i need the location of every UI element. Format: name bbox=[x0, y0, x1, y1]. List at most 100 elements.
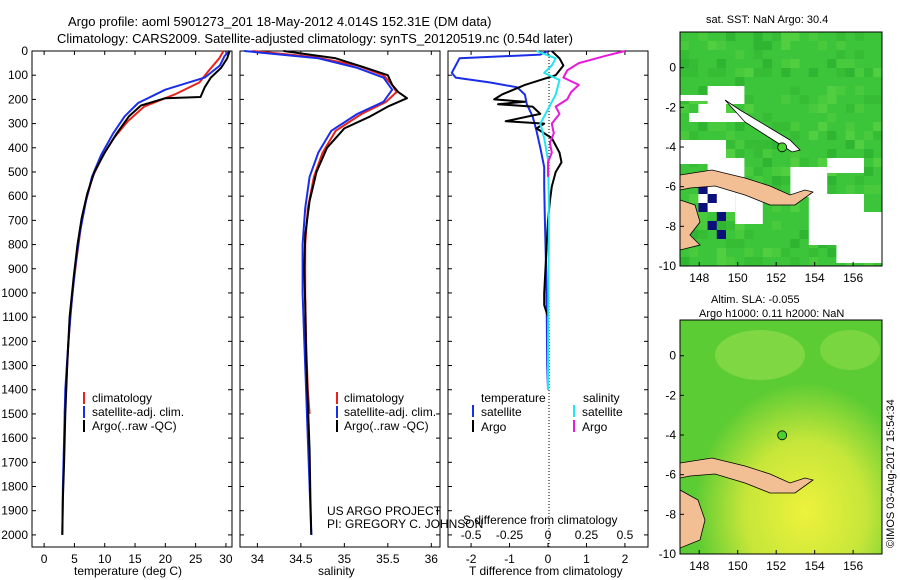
sla-map-field bbox=[680, 320, 882, 554]
sst-cell bbox=[753, 257, 763, 266]
sst-cold-cell bbox=[716, 230, 726, 239]
x-tick-label: 30 bbox=[219, 552, 233, 566]
series-line-temperature-argo bbox=[493, 50, 565, 318]
sst-cell bbox=[808, 104, 818, 113]
sst-cell bbox=[716, 59, 726, 68]
sst-cell bbox=[808, 131, 818, 140]
sst-cell bbox=[716, 122, 726, 131]
legend-label-satellite: satellite-adj. clim. bbox=[92, 405, 184, 419]
y-tick-label: 0 bbox=[21, 44, 28, 58]
x-tick-label: 1 bbox=[583, 552, 590, 566]
sst-cell bbox=[772, 176, 782, 185]
sst-cell bbox=[845, 104, 855, 113]
sst-cell bbox=[873, 95, 882, 104]
sst-cell bbox=[753, 41, 763, 50]
y-tick-label: 1900 bbox=[1, 504, 28, 518]
y-tick-label: 1200 bbox=[1, 334, 28, 348]
sst-cell bbox=[772, 221, 782, 230]
sst-cell bbox=[753, 50, 763, 59]
series-line-salinity-satellite bbox=[536, 50, 561, 390]
sst-map-panel: sat. SST: NaN Argo: 30.4 148 150 152 154 156… bbox=[659, 14, 883, 285]
sst-cell bbox=[735, 77, 745, 86]
sst-cell bbox=[726, 149, 736, 158]
sst-cell bbox=[781, 68, 791, 77]
sst-cell bbox=[762, 158, 772, 167]
sst-cell bbox=[762, 149, 772, 158]
legend-title-salinity: salinity bbox=[583, 391, 620, 405]
legend-label-argo: Argo(..raw -QC) bbox=[92, 419, 177, 433]
sst-cell bbox=[781, 32, 791, 41]
sst-cell bbox=[836, 68, 846, 77]
sst-cold-cell bbox=[707, 194, 717, 203]
sst-missing-cell bbox=[680, 95, 717, 101]
sst-cell bbox=[716, 248, 726, 257]
map-y-tick-label: -2 bbox=[665, 388, 676, 402]
sst-cell bbox=[790, 32, 800, 41]
sst-cell bbox=[735, 68, 745, 77]
y-tick-label: 1300 bbox=[1, 359, 28, 373]
sst-cell bbox=[772, 167, 782, 176]
sst-cell bbox=[845, 122, 855, 131]
difference-legend: temperature satellite Argo salinity sate… bbox=[472, 391, 623, 434]
s-tick-label: 0.5 bbox=[617, 528, 634, 542]
temperature-xlabel: temperature (deg C) bbox=[74, 564, 182, 578]
sla-map-ticks: 148 150 152 154 156 0 -2 -4 -6 -8 -10 bbox=[659, 349, 864, 573]
map-x-tick-label: 154 bbox=[805, 271, 825, 285]
sst-cell bbox=[753, 176, 763, 185]
y-tick-label: 500 bbox=[8, 165, 28, 179]
map-y-tick-label: -6 bbox=[665, 468, 676, 482]
sst-cell bbox=[698, 122, 708, 131]
difference-xlabel: T difference from climatology bbox=[469, 564, 623, 578]
sst-cell bbox=[698, 86, 708, 95]
sst-cell bbox=[744, 95, 754, 104]
temperature-panel: 0100200300400500600700800900100011001200… bbox=[1, 44, 233, 578]
sst-cell bbox=[790, 203, 800, 212]
sst-cell bbox=[873, 68, 882, 77]
sst-cell bbox=[744, 104, 754, 113]
credits-pi: PI: GREGORY C. JOHNSON bbox=[327, 517, 483, 531]
sst-cell bbox=[799, 230, 809, 239]
sst-cell bbox=[864, 185, 874, 194]
sst-cell bbox=[744, 230, 754, 239]
series-line-argo bbox=[283, 50, 408, 535]
sst-cell bbox=[753, 149, 763, 158]
sst-map-frame bbox=[679, 31, 883, 267]
y-tick-label: 100 bbox=[8, 68, 28, 82]
sst-cell bbox=[790, 149, 800, 158]
sst-cell bbox=[827, 59, 837, 68]
sst-cold-cell bbox=[707, 221, 717, 230]
sst-cell bbox=[836, 32, 846, 41]
sst-cell bbox=[753, 167, 763, 176]
sst-cell bbox=[836, 50, 846, 59]
sst-cell bbox=[753, 140, 763, 149]
sst-cell bbox=[716, 68, 726, 77]
sst-cell bbox=[753, 68, 763, 77]
salinity-panel: 34 34.5 35 35.5 36 salinity climatology sate… bbox=[239, 50, 483, 578]
sst-cell bbox=[818, 122, 828, 131]
sst-map-ticks: 148 150 152 154 156 0 -2 -4 -6 -8 -10 bbox=[659, 61, 864, 285]
x-tick-label: 35.5 bbox=[376, 552, 400, 566]
legend-label-temp-satellite: satellite bbox=[481, 405, 522, 419]
x-tick-label: -1 bbox=[504, 552, 515, 566]
s-tick-label: 0 bbox=[545, 528, 552, 542]
x-tick-label: 35 bbox=[338, 552, 352, 566]
map-x-tick-label: 152 bbox=[766, 271, 786, 285]
sst-cell bbox=[854, 104, 864, 113]
y-tick-label: 300 bbox=[8, 117, 28, 131]
y-tick-label: 2000 bbox=[1, 528, 28, 542]
sst-cell bbox=[707, 68, 717, 77]
sst-cell bbox=[799, 158, 809, 167]
sst-cell bbox=[698, 32, 708, 41]
map-y-tick-label: -8 bbox=[665, 219, 676, 233]
sst-cell bbox=[790, 131, 800, 140]
x-tick-label: -2 bbox=[466, 552, 477, 566]
sst-cell bbox=[781, 176, 791, 185]
difference-panel: -2 -1 0 1 2 -0.5 -0.25 0 0.25 0.5 S difference fr… bbox=[447, 50, 649, 578]
difference-series bbox=[450, 50, 626, 390]
sst-map-title: sat. SST: NaN Argo: 30.4 bbox=[706, 14, 828, 26]
map-y-tick-label: -6 bbox=[665, 180, 676, 194]
series-line-satellite-adj-clim- bbox=[244, 50, 394, 535]
y-tick-label: 700 bbox=[8, 213, 28, 227]
x-tick-label: 0 bbox=[545, 552, 552, 566]
sst-cell bbox=[744, 257, 754, 266]
